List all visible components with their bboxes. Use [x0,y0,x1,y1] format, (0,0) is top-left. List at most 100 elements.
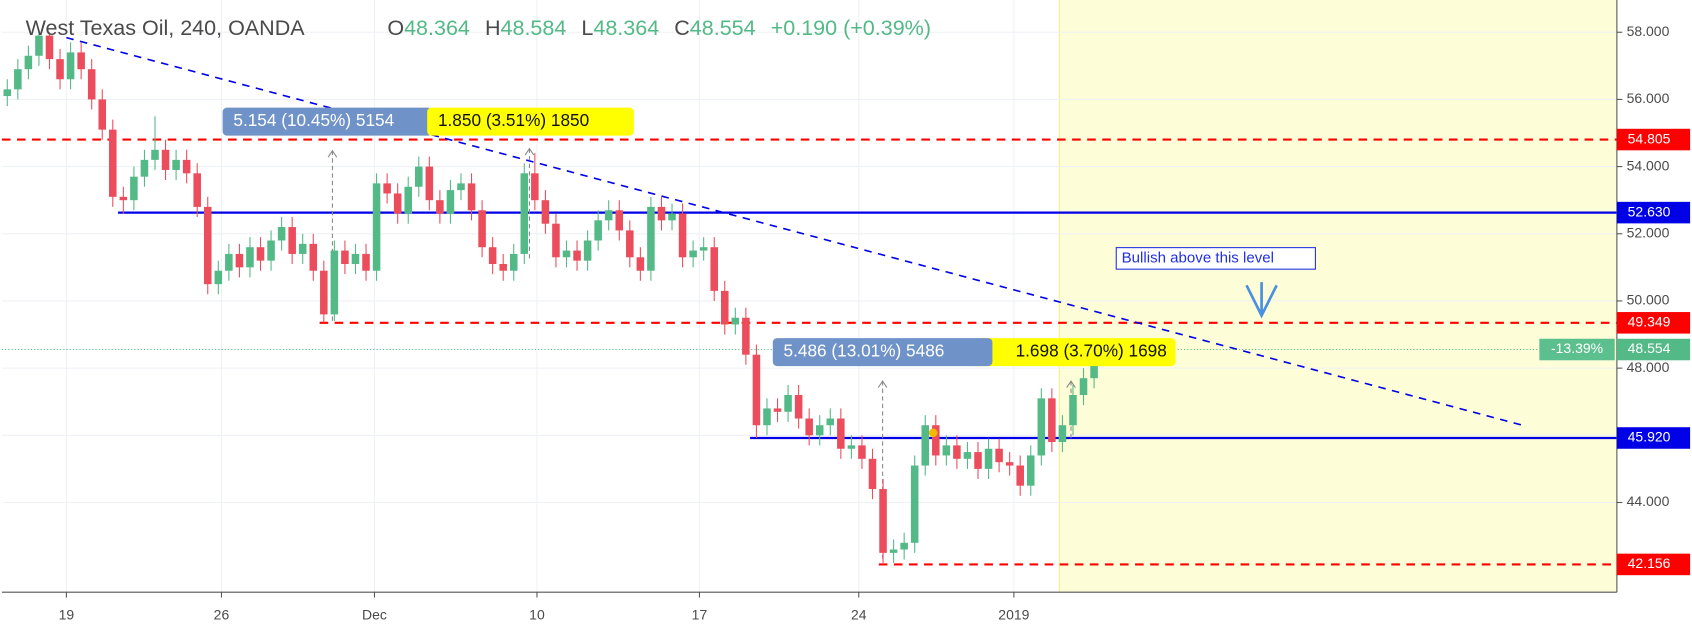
candle-body [678,213,687,258]
candle-body [330,250,339,315]
candle-body [393,193,402,214]
candle-body [225,253,233,271]
measure-label: 1.850 (3.51%) 1850 [438,110,589,130]
measure-box: 5.154 (10.45%) 5154 [222,107,433,136]
candle-body [172,159,180,170]
candle-body [298,243,307,254]
candle-body [109,129,117,197]
last-price-badge [1616,338,1691,361]
x-tick-label: 24 [851,607,867,623]
candle-body [657,206,666,221]
candle-body [932,425,940,456]
level-badge [1616,427,1691,449]
measure-label: 5.486 (13.01%) 5486 [784,341,945,361]
candle-body [130,176,138,201]
measure-box: 5.486 (13.01%) 5486 [772,338,993,367]
candle-body [626,230,634,258]
candle-body [478,210,486,248]
candle-body [1058,425,1067,443]
candle-body [35,35,43,56]
candle-body [499,264,507,271]
candle-body [488,247,497,265]
x-tick-label: 26 [214,607,230,623]
candle-body [721,290,729,325]
candle-body [921,425,930,466]
candle-body [541,200,550,224]
candle-body [837,418,845,449]
measure-arrow-head [524,147,535,156]
ohlc-value: 48.364 [593,16,659,40]
x-tick-label: Dec [362,607,387,623]
candle-body [404,186,412,214]
candle-body [235,253,244,268]
y-tick-label: 56.000 [1627,90,1670,106]
candle-body [1069,394,1077,426]
candle-body [974,452,982,469]
y-tick-label: 44.000 [1627,493,1670,509]
measure-box-bg [222,107,433,136]
candle-body [436,200,444,214]
candle-body [900,542,908,550]
level-badge [1616,312,1691,334]
ohlc-value: 48.364 [404,16,470,40]
candle-body [552,223,560,258]
candle-body [341,250,349,265]
ohlc-value: 48.554 [690,16,756,40]
candle-body [699,247,708,251]
candle-body [214,270,223,285]
last-price-label: 48.554 [1628,340,1671,356]
candle-body [161,149,170,170]
candle-body [383,183,391,194]
candle-body [995,448,1003,463]
candle-body [45,35,54,60]
candle-body [14,69,22,90]
candle-body [1090,358,1098,379]
candle-body [636,257,645,271]
level-badge [1616,128,1691,151]
level-label: 42.156 [1628,555,1671,571]
candle-body [277,227,286,241]
level-label: 49.349 [1628,314,1671,330]
candle-body [562,250,571,258]
candle-body [509,253,518,271]
candle-body [1037,398,1046,456]
candle-body [573,250,581,261]
measure-label: 1.698 (3.70%) 1698 [1016,341,1167,361]
candle-body [794,394,803,419]
candle-body [66,52,75,80]
ohlc-key: L [581,16,593,40]
candle-body [742,317,750,355]
candle-body [731,317,740,325]
measure-box-bg [772,338,993,367]
candle-body [98,99,107,130]
candle-body [182,159,191,174]
ohlc-change: +0.190 (+0.39%) [771,16,931,40]
measure-label: 5.154 (10.45%) 5154 [233,110,394,130]
candle-body [604,210,613,221]
candle-body [1016,465,1024,486]
annotation-box [1115,247,1316,270]
candle-body [942,445,951,456]
y-tick-label: 52.000 [1627,224,1670,240]
candle-body [256,247,265,261]
candle-body [193,173,201,207]
candle-body [467,183,476,211]
measure-arrow-head [327,149,338,158]
measure-arrow-head [877,380,888,388]
last-price-change-badge [1539,338,1615,361]
candle-body [362,253,370,271]
candle-body [446,190,455,214]
candle-body [415,166,423,187]
ohlc-value: 48.584 [501,16,567,40]
candle-body [56,59,64,80]
plot-area: 5.154 (10.45%) 5154 1.850 (3.51%) 1850 1.6… [1,0,1617,593]
marker-dot [928,428,938,438]
candle-body [953,445,961,459]
candle-body [910,465,919,543]
candle-body [1079,378,1088,395]
candle-body [889,549,898,553]
candle-body [3,89,12,97]
candle-body [288,227,296,254]
candle-body [520,173,529,254]
